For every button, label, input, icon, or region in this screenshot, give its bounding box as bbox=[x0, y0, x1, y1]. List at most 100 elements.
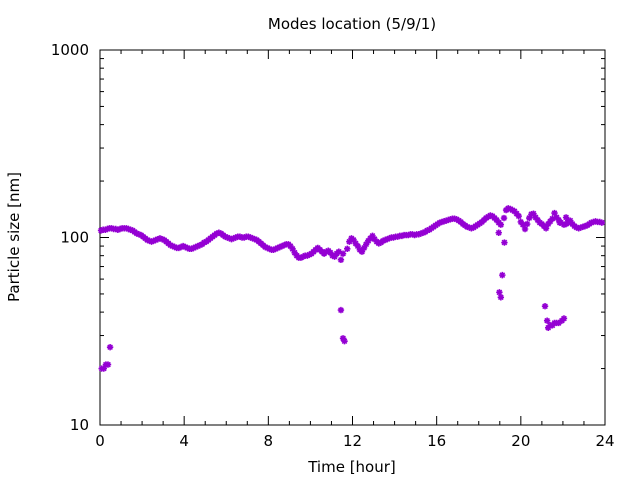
data-point bbox=[564, 217, 572, 224]
data-point bbox=[106, 343, 114, 351]
data-point bbox=[555, 319, 562, 327]
data-point bbox=[352, 240, 359, 247]
data-point bbox=[232, 234, 239, 241]
data-point bbox=[158, 235, 166, 243]
data-point bbox=[526, 214, 533, 222]
data-point bbox=[346, 238, 353, 245]
data-point bbox=[534, 216, 541, 224]
data-point bbox=[556, 219, 563, 226]
data-point bbox=[390, 234, 397, 241]
data-point bbox=[270, 246, 277, 253]
data-point bbox=[266, 245, 273, 253]
x-axis-label: Time [hour] bbox=[307, 458, 396, 476]
data-point bbox=[360, 244, 368, 252]
data-point bbox=[551, 209, 558, 217]
data-point bbox=[542, 225, 550, 232]
data-point bbox=[394, 233, 401, 240]
data-point bbox=[245, 233, 252, 240]
data-point bbox=[156, 235, 164, 242]
data-point bbox=[175, 244, 183, 252]
data-point bbox=[598, 219, 606, 226]
data-point bbox=[261, 243, 269, 251]
data-point bbox=[553, 214, 560, 221]
data-point bbox=[251, 235, 258, 243]
data-point bbox=[200, 239, 208, 246]
data-point bbox=[179, 242, 187, 250]
data-point bbox=[500, 214, 508, 222]
data-point bbox=[365, 237, 372, 245]
y-axis-label: Particle size [nm] bbox=[5, 172, 23, 302]
data-point bbox=[148, 238, 155, 245]
data-point bbox=[354, 242, 361, 250]
data-points bbox=[97, 205, 606, 372]
data-point bbox=[375, 240, 383, 247]
data-point bbox=[240, 234, 248, 241]
data-point bbox=[264, 244, 271, 252]
data-point bbox=[221, 233, 229, 240]
data-point bbox=[182, 243, 189, 251]
data-point bbox=[497, 294, 505, 301]
data-point bbox=[541, 303, 549, 310]
data-point bbox=[150, 237, 157, 245]
data-point bbox=[289, 245, 296, 253]
data-point bbox=[169, 242, 176, 250]
x-tick-label: 12 bbox=[343, 432, 362, 450]
data-point bbox=[515, 212, 522, 220]
data-point bbox=[544, 220, 552, 228]
data-point bbox=[532, 214, 539, 221]
data-point bbox=[146, 237, 153, 245]
data-point bbox=[272, 245, 279, 253]
data-point bbox=[381, 236, 389, 244]
data-point bbox=[547, 218, 554, 225]
data-point bbox=[501, 239, 508, 246]
x-tick-label: 20 bbox=[511, 432, 530, 450]
x-tick-label: 16 bbox=[427, 432, 446, 450]
data-point bbox=[337, 256, 345, 264]
data-point bbox=[344, 245, 351, 253]
x-tick-label: 24 bbox=[595, 432, 614, 450]
data-point bbox=[194, 242, 202, 250]
tick-labels: 0 4 8 12 16 20 24 10 100 1000 bbox=[51, 41, 615, 450]
data-point bbox=[341, 337, 348, 345]
data-point bbox=[104, 361, 112, 368]
data-point bbox=[190, 244, 197, 252]
data-point bbox=[236, 233, 244, 240]
data-point bbox=[327, 249, 334, 256]
data-point bbox=[188, 245, 195, 253]
x-tick-label: 8 bbox=[264, 432, 274, 450]
data-point bbox=[337, 306, 345, 314]
chart-title: Modes location (5/9/1) bbox=[268, 15, 436, 33]
data-point bbox=[171, 243, 178, 251]
data-point bbox=[230, 235, 237, 242]
data-point bbox=[335, 248, 343, 255]
data-point bbox=[384, 235, 391, 243]
data-point bbox=[519, 221, 527, 228]
data-point bbox=[154, 235, 162, 243]
data-point bbox=[497, 221, 505, 228]
data-point bbox=[521, 225, 529, 233]
data-point bbox=[386, 235, 393, 242]
data-point bbox=[247, 234, 254, 241]
data-point bbox=[562, 214, 570, 221]
data-point bbox=[499, 271, 506, 279]
data-point bbox=[278, 242, 286, 250]
data-point bbox=[177, 243, 185, 251]
data-point bbox=[523, 220, 531, 228]
data-point bbox=[274, 244, 282, 252]
data-point bbox=[517, 218, 525, 226]
x-tick-label: 0 bbox=[95, 432, 105, 450]
y-tick-label: 1000 bbox=[51, 41, 89, 59]
data-point bbox=[184, 244, 191, 252]
data-point bbox=[495, 229, 502, 236]
data-point bbox=[249, 235, 256, 242]
data-point bbox=[291, 249, 298, 256]
data-point bbox=[530, 210, 537, 217]
data-point bbox=[549, 215, 556, 222]
data-point bbox=[350, 236, 357, 244]
data-point bbox=[228, 235, 235, 243]
data-point bbox=[331, 253, 338, 260]
data-point bbox=[167, 241, 174, 249]
data-point bbox=[371, 235, 378, 243]
y-tick-label: 10 bbox=[70, 416, 89, 434]
